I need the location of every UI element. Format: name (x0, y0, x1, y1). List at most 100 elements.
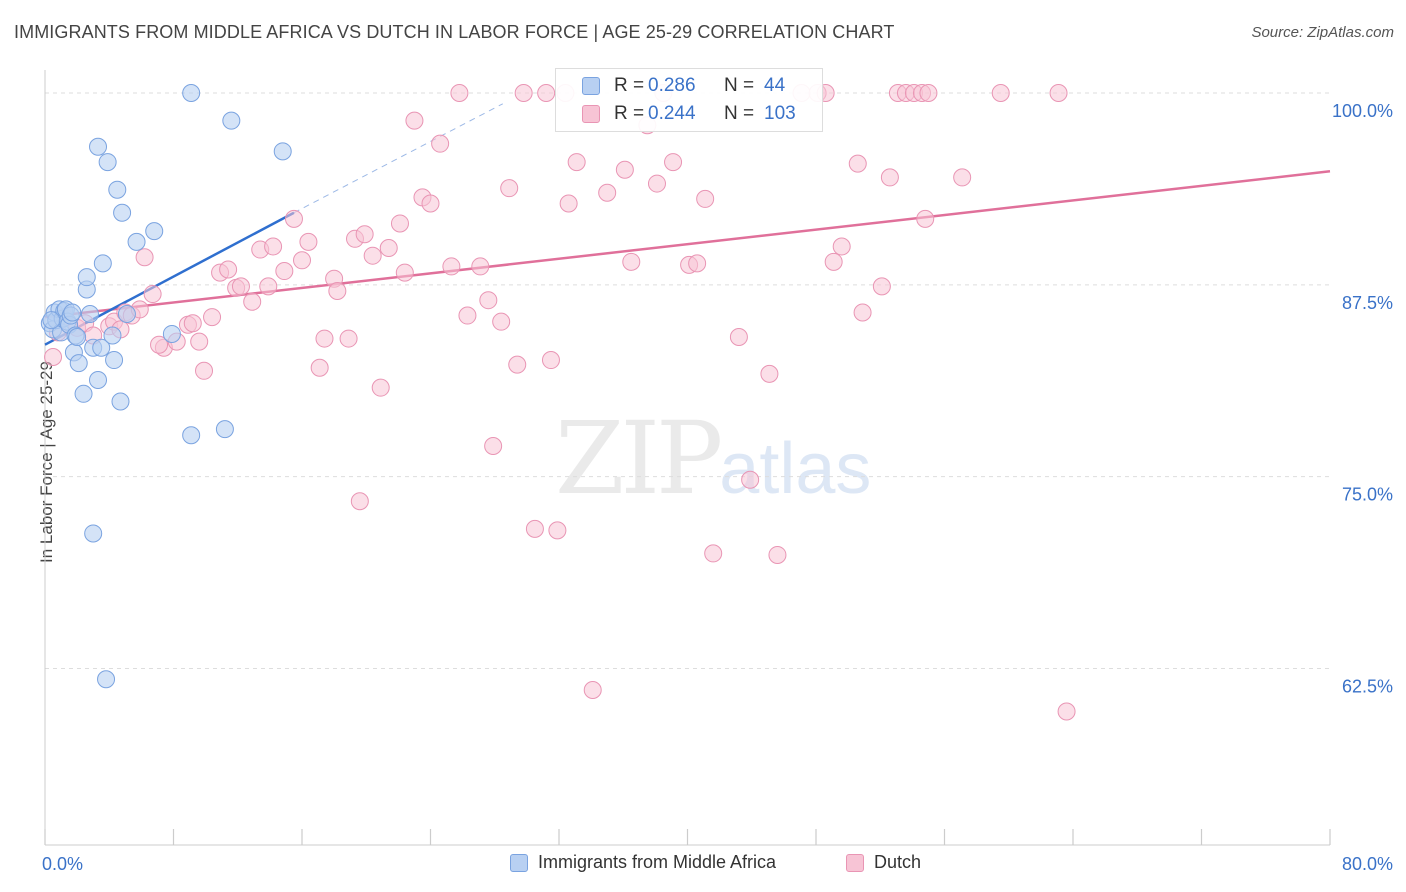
dutch-point-32 (310, 358, 329, 377)
dutch-point-54 (484, 436, 503, 455)
dutch-point-55 (492, 312, 511, 331)
middle-africa-point-37 (162, 324, 181, 343)
dutch-point-24 (243, 292, 262, 311)
r-label: R = (614, 103, 645, 124)
dutch-point-64 (559, 194, 578, 213)
dutch-point-95 (919, 84, 938, 103)
watermark-atlas: atlas (719, 429, 872, 509)
middle-africa-point-42 (273, 142, 292, 161)
dutch-point-18 (195, 361, 214, 380)
dutch-point-102 (183, 314, 202, 333)
middle-africa-point-32 (111, 392, 130, 411)
dutch-point-77 (704, 544, 723, 563)
legend-swatch-pink (846, 853, 864, 872)
legend-swatch-blue (510, 853, 528, 872)
middle-africa-point-33 (113, 203, 132, 222)
dutch-point-59 (525, 519, 544, 538)
trend-lines (44, 103, 1331, 346)
legend-item-dutch[interactable]: Dutch (846, 852, 921, 873)
dutch-point-12 (135, 248, 154, 267)
dutch-point-68 (615, 160, 634, 179)
dutch-point-99 (1049, 84, 1068, 103)
dutch-trend-line (44, 170, 1331, 319)
y-tick-label-1: 75.0% (1342, 485, 1393, 505)
dutch-point-80 (760, 364, 779, 383)
dutch-points (44, 84, 1076, 721)
dutch-point-76 (696, 189, 715, 208)
dutch-point-53 (479, 291, 498, 310)
n-label: N = (724, 103, 755, 124)
dutch-point-90 (880, 168, 899, 187)
middle-africa-point-27 (97, 670, 116, 689)
dutch-point-42 (379, 239, 398, 258)
n-value: 44 (764, 75, 786, 96)
dutch-point-33 (315, 329, 334, 348)
dutch-point-58 (514, 84, 533, 103)
dutch-point-101 (150, 335, 169, 354)
stats-row-middle-africa: R = 0.286 N = 44 (556, 72, 822, 100)
dutch-point-48 (431, 134, 450, 153)
y-tick-label-0: 62.5% (1342, 677, 1393, 697)
middle-africa-point-16 (69, 354, 88, 373)
middle-africa-point-12 (63, 303, 82, 322)
dutch-point-57 (508, 355, 527, 374)
middle-africa-point-19 (77, 268, 96, 287)
dutch-point-45 (405, 111, 424, 130)
bottom-legend: Immigrants from Middle Africa Dutch (0, 852, 1406, 876)
middle-africa-point-17 (74, 384, 93, 403)
dutch-point-50 (450, 84, 469, 103)
middle-africa-point-30 (105, 351, 124, 370)
grid-lines (45, 92, 1330, 670)
dutch-point-19 (203, 308, 222, 327)
dutch-point-0 (44, 347, 63, 366)
middle-africa-point-23 (89, 137, 108, 156)
dutch-point-31 (299, 232, 318, 251)
dutch-point-88 (853, 303, 872, 322)
legend-item-middle-africa[interactable]: Immigrants from Middle Africa (510, 852, 776, 873)
dutch-point-17 (190, 332, 209, 351)
middle-africa-point-22 (84, 524, 103, 543)
middle-africa-point-39 (182, 84, 201, 103)
watermark: ZIPatlas (555, 400, 871, 517)
legend-label-middle-africa: Immigrants from Middle Africa (538, 852, 777, 872)
middle-africa-point-40 (215, 420, 234, 439)
r-value: 0.244 (648, 103, 696, 124)
dutch-point-51 (458, 306, 477, 325)
dutch-point-52 (471, 257, 490, 276)
blue-swatch (582, 77, 600, 95)
middle-africa-point-36 (145, 222, 164, 241)
dutch-point-27 (264, 237, 283, 256)
dutch-point-43 (390, 214, 409, 233)
dutch-point-62 (548, 521, 567, 540)
dutch-point-44 (395, 263, 414, 282)
dutch-point-81 (768, 545, 787, 564)
middle-africa-point-29 (103, 326, 122, 345)
axes (44, 70, 1331, 846)
dutch-point-61 (541, 351, 560, 370)
dutch-point-28 (275, 262, 294, 281)
r-value: 0.286 (648, 75, 696, 96)
middle-africa-point-24 (89, 371, 108, 389)
dutch-point-78 (729, 328, 748, 347)
dutch-point-89 (872, 277, 891, 296)
dutch-point-47 (421, 194, 440, 213)
dutch-point-85 (824, 252, 843, 271)
dutch-point-73 (664, 153, 683, 172)
dutch-point-49 (442, 257, 461, 276)
n-label: N = (724, 75, 755, 96)
middle-africa-point-34 (117, 305, 136, 324)
middle-africa-point-28 (98, 153, 117, 172)
dutch-point-67 (598, 183, 617, 202)
dutch-point-86 (832, 237, 851, 256)
dutch-point-35 (328, 281, 347, 300)
tick-labels: 62.5% 75.0% 87.5% 100.0% 0.0% 80.0% (42, 101, 1393, 874)
dutch-point-71 (647, 174, 666, 193)
middle-africa-point-38 (182, 426, 201, 445)
dutch-point-36 (339, 329, 358, 348)
pink-swatch (582, 105, 600, 123)
dutch-point-38 (350, 492, 369, 511)
dutch-point-13 (143, 285, 162, 304)
chart-title: IMMIGRANTS FROM MIDDLE AFRICA VS DUTCH I… (14, 22, 895, 42)
watermark-zip: ZIP (555, 400, 723, 517)
